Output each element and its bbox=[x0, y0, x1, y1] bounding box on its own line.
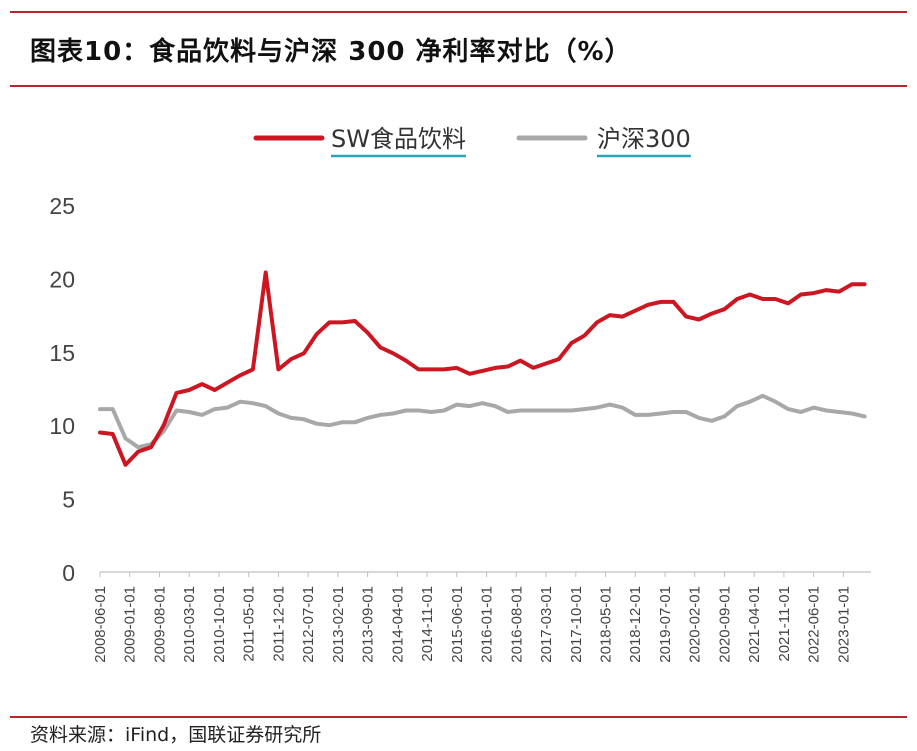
x-tick-label: 2013-02-01 bbox=[330, 586, 347, 663]
y-tick-label: 10 bbox=[49, 413, 75, 439]
x-tick-label: 2019-07-01 bbox=[657, 586, 674, 663]
series-line-food-beverage bbox=[98, 270, 867, 467]
x-tick-label: 2009-01-01 bbox=[122, 586, 139, 663]
y-tick-label: 5 bbox=[62, 487, 75, 513]
legend-label-hs300: 沪深300 bbox=[597, 125, 691, 153]
top-rule bbox=[10, 11, 907, 13]
x-tick-label: 2014-04-01 bbox=[389, 586, 406, 663]
x-tick-label: 2008-06-01 bbox=[92, 586, 109, 663]
title-rule bbox=[10, 85, 907, 87]
x-tick-label: 2010-10-01 bbox=[211, 586, 228, 663]
x-tick-label: 2009-08-01 bbox=[151, 586, 168, 663]
x-tick-label: 2021-04-01 bbox=[746, 586, 763, 663]
x-tick-label: 2023-01-01 bbox=[835, 586, 852, 663]
x-tick-label: 2013-09-01 bbox=[360, 586, 377, 663]
legend-label-food-beverage: SW食品饮料 bbox=[331, 125, 466, 153]
x-tick-label: 2017-10-01 bbox=[568, 586, 585, 663]
x-tick-label: 2018-05-01 bbox=[598, 586, 615, 663]
x-tick-label: 2011-05-01 bbox=[241, 586, 258, 662]
source-note: 资料来源：iFind，国联证券研究所 bbox=[30, 724, 322, 746]
chart-title: 图表10：食品饮料与沪深 300 净利率对比（%） bbox=[30, 37, 632, 67]
series-line-hs300 bbox=[98, 393, 867, 450]
bottom-rule bbox=[10, 716, 907, 718]
x-tick-label: 2017-03-01 bbox=[538, 586, 555, 663]
x-tick-label: 2021-11-01 bbox=[776, 586, 793, 662]
x-tick-label: 2018-12-01 bbox=[627, 586, 644, 663]
y-tick-label: 20 bbox=[49, 266, 75, 292]
x-tick-label: 2020-02-01 bbox=[687, 586, 704, 663]
x-tick-label: 2022-06-01 bbox=[806, 586, 823, 663]
y-tick-label: 15 bbox=[49, 340, 75, 366]
x-tick-label: 2012-07-01 bbox=[300, 586, 317, 663]
x-tick-label: 2011-12-01 bbox=[270, 586, 287, 662]
x-tick-label: 2015-06-01 bbox=[449, 586, 466, 663]
x-tick-label: 2010-03-01 bbox=[181, 586, 198, 663]
y-tick-label: 0 bbox=[62, 560, 75, 586]
x-tick-label: 2016-01-01 bbox=[479, 586, 496, 663]
x-tick-label: 2020-09-01 bbox=[716, 586, 733, 663]
x-tick-label: 2014-11-01 bbox=[419, 586, 436, 662]
y-tick-label: 25 bbox=[49, 193, 75, 219]
x-tick-label: 2016-08-01 bbox=[508, 586, 525, 663]
